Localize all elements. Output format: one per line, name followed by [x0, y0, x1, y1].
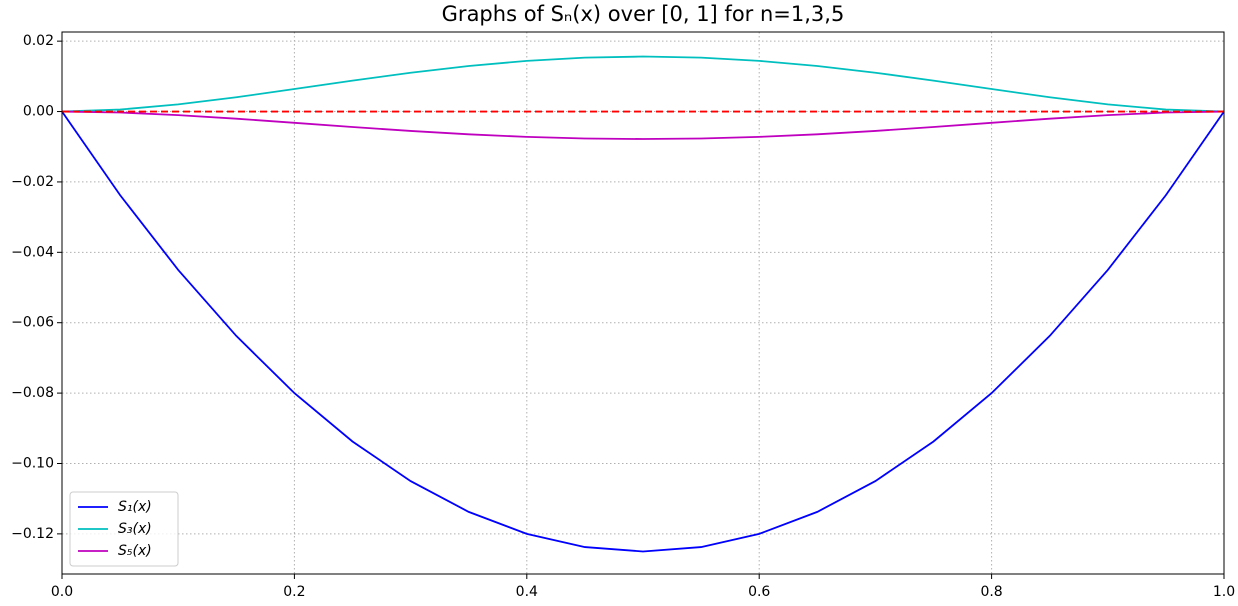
y-tick-label: −0.08: [11, 385, 54, 401]
series-line: [61, 111, 1225, 553]
x-tick-label: 0.8: [980, 584, 1002, 600]
plot-frame: [61, 31, 1225, 575]
y-tick-label: 0.00: [23, 104, 54, 120]
legend-box: [69, 491, 179, 567]
legend-label: S₅(x): [118, 543, 152, 559]
chart-title: Graphs of Sₙ(x) over [0, 1] for n=1,3,5: [442, 2, 845, 26]
x-tick-label: 0.4: [516, 584, 538, 600]
x-tick-label: 0.0: [51, 584, 73, 600]
y-tick-label: −0.02: [11, 174, 54, 190]
y-tick-label: 0.02: [23, 33, 54, 49]
series-line: [61, 110, 1225, 140]
x-tick-label: 0.2: [283, 584, 305, 600]
y-tick-label: −0.12: [11, 526, 54, 542]
y-tick-label: −0.10: [11, 455, 54, 471]
legend-label: S₃(x): [118, 521, 152, 537]
y-tick-label: −0.04: [11, 244, 54, 260]
x-tick-label: 0.6: [748, 584, 770, 600]
y-tick-label: −0.06: [11, 315, 54, 331]
x-tick-label: 1.0: [1213, 584, 1235, 600]
series-line: [61, 55, 1225, 113]
legend-label: S₁(x): [118, 499, 152, 515]
